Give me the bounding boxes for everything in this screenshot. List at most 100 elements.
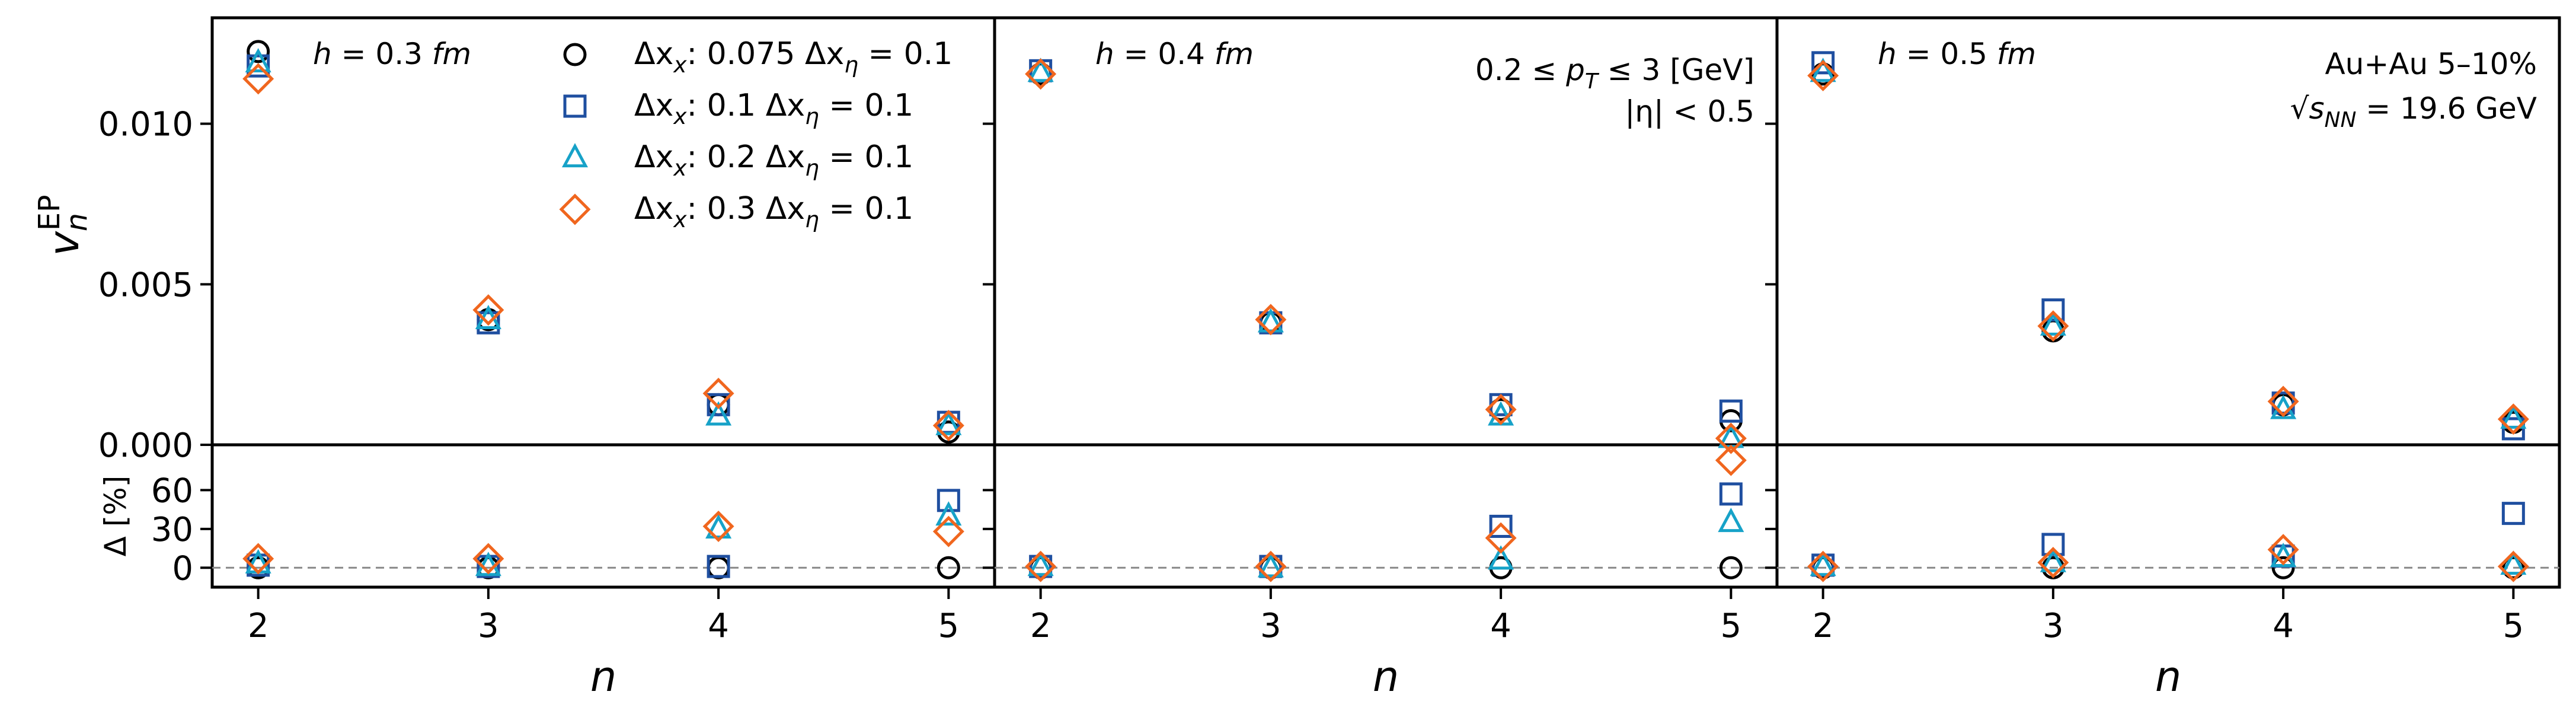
legend-label-square-part: Δx xyxy=(634,88,673,123)
panel-3-diamond-vn-point-n2 xyxy=(1807,59,1839,91)
top-ytick-label-0: 0.000 xyxy=(98,426,193,465)
panel-1-triangle-vn-point-n5 xyxy=(935,410,962,435)
panel-1-xtick-label-3: 5 xyxy=(938,607,960,645)
legend-label-diamond-part: = 0.1 xyxy=(819,191,913,227)
panel-1-label-part: fm xyxy=(432,37,471,71)
panel-3-label-part: = 0.5 xyxy=(1897,37,1997,71)
annotation-pt-range-part: ≤ 3 [GeV] xyxy=(1598,53,1754,87)
panel-3-xlabel: n xyxy=(2155,652,2181,701)
annotation-energy-part: = 19.6 GeV xyxy=(2356,91,2537,126)
panel-2-xtick-label-0: 2 xyxy=(1030,607,1052,645)
legend-label-circle-part: : 0.075 Δx xyxy=(687,36,845,72)
panel-2-diamond-vn-point-n2 xyxy=(1025,58,1057,90)
panel-1-square-vn-point-n4 xyxy=(707,393,730,416)
panel-frames xyxy=(200,16,2561,599)
bottom-ytick-label-2: 60 xyxy=(151,471,193,510)
panel-3-top-frame xyxy=(1775,16,2561,447)
panel-3-triangle-delta-point-n2 xyxy=(1810,552,1836,576)
annotation-pt-range: 0.2 ≤ pT ≤ 3 [GeV] xyxy=(1475,53,1754,94)
panel-3-xtick-label-1: 3 xyxy=(2043,607,2064,645)
bottom-ytick-label-1: 30 xyxy=(151,511,193,549)
top-ylabel: vnEP xyxy=(33,195,94,256)
panel-3-diamond-delta-point-n5 xyxy=(2497,550,2529,582)
panel-2-triangle-delta-point-n3 xyxy=(1257,553,1284,578)
panel-3-bottom-frame xyxy=(1775,443,2561,589)
panel-3-square-delta-point-n3 xyxy=(2041,533,2065,556)
panel-2-square-delta-point-n5 xyxy=(1719,482,1743,506)
panel-1-circle-delta-point-n5 xyxy=(937,556,960,579)
panel-1-xtick-label-1: 3 xyxy=(478,607,499,645)
legend-marker-triangle xyxy=(561,143,589,168)
legend-label-triangle: Δxx: 0.2 Δxη = 0.1 xyxy=(634,139,913,181)
annotation-system: Au+Au 5–10% xyxy=(2325,47,2537,81)
panel-1-square-vn-point-n3 xyxy=(477,311,500,334)
annotation-energy-part: NN xyxy=(2325,108,2357,132)
panel-1-circle-vn-point-n2 xyxy=(247,40,270,63)
legend-label-diamond-part: η xyxy=(805,206,819,232)
legend-label-square-part: = 0.1 xyxy=(819,88,913,123)
panel-2-triangle-vn-point-n3 xyxy=(1257,308,1284,333)
panel-3-square-vn-point-n3 xyxy=(2041,298,2065,322)
panel-3-triangle-vn-point-n2 xyxy=(1810,58,1836,82)
panel-1-diamond-vn-point-n5 xyxy=(932,410,964,442)
panel-2-triangle-vn-point-n2 xyxy=(1027,58,1054,82)
panel-3-label-part: h xyxy=(1878,37,1897,71)
bottom-ytick-label-0: 0 xyxy=(172,549,193,588)
panel-1-xtick-label-2: 4 xyxy=(708,607,729,645)
panel-1-triangle-vn-point-n4 xyxy=(705,401,732,426)
top-ylabel-main: v xyxy=(40,231,88,256)
panel-1-bottom-frame xyxy=(210,443,996,589)
legend-label-diamond-part: x xyxy=(673,206,687,232)
legend-label-square-part: x xyxy=(673,103,687,129)
panel-2-xtick-label-1: 3 xyxy=(1260,607,1281,645)
data-marks xyxy=(242,40,2529,582)
panel-1-square-delta-point-n4 xyxy=(707,555,730,578)
panel-1-top-frame xyxy=(210,16,996,447)
panel-2-xtick-label-3: 5 xyxy=(1721,607,1742,645)
top-ytick-label-2: 0.010 xyxy=(98,106,193,144)
annotation-pt-range-part: T xyxy=(1585,69,1600,94)
panel-2-diamond-delta-point-n3 xyxy=(1255,550,1287,582)
legend-label-diamond-part: : 0.3 Δx xyxy=(687,191,806,227)
annotation-energy-part: √ xyxy=(2290,91,2309,126)
panel-2-diamond-vn-point-n3 xyxy=(1255,304,1287,336)
panel-1-triangle-vn-point-n2 xyxy=(245,47,271,72)
panel-1-triangle-delta-point-n5 xyxy=(935,501,962,526)
annotation-eta-range: |η| < 0.5 xyxy=(1625,94,1754,129)
panel-2-diamond-vn-point-n4 xyxy=(1485,393,1517,425)
legend-label-triangle-part: x xyxy=(673,155,687,181)
panel-3-square-vn-point-n5 xyxy=(2501,417,2525,441)
panel-3-diamond-delta-point-n3 xyxy=(2037,547,2069,579)
legend-marker-circle xyxy=(563,43,587,66)
legend-label-triangle-part: η xyxy=(805,155,819,181)
panel-3-square-delta-point-n5 xyxy=(2501,502,2525,525)
panel-2-xlabel: n xyxy=(1373,652,1399,701)
panel-3-xtick-label-3: 5 xyxy=(2503,607,2524,645)
panel-2-triangle-delta-point-n2 xyxy=(1027,552,1054,576)
panel-3-triangle-delta-point-n4 xyxy=(2270,542,2297,568)
annotation-energy-part: s xyxy=(2309,91,2324,126)
panel-2-triangle-delta-point-n5 xyxy=(1718,508,1744,533)
bottom-ylabel: Δ [%] xyxy=(98,476,133,557)
panel-2-diamond-vn-point-n5 xyxy=(1715,422,1747,454)
legend-label-circle-part: x xyxy=(673,52,687,78)
legend-marker-square xyxy=(563,94,587,118)
panel-1-label: h = 0.3 fm xyxy=(313,37,471,71)
annotation-energy: √sNN = 19.6 GeV xyxy=(2290,91,2537,132)
panel-1-diamond-vn-point-n2 xyxy=(242,63,274,95)
panel-3-label: h = 0.5 fm xyxy=(1878,37,2036,71)
panel-2-xtick-label-2: 4 xyxy=(1490,607,1511,645)
panel-2-diamond-delta-point-n2 xyxy=(1025,550,1057,582)
panel-1-triangle-delta-point-n4 xyxy=(705,514,732,539)
panel-3-xtick-label-0: 2 xyxy=(1813,607,1834,645)
panel-3-diamond-delta-point-n2 xyxy=(1807,550,1839,582)
panel-2-square-vn-point-n5 xyxy=(1719,399,1743,423)
annotation-pt-range-part: p xyxy=(1565,53,1585,87)
panel-3-label-part: fm xyxy=(1997,37,2036,71)
panel-2-label-part: = 0.4 xyxy=(1114,37,1215,71)
panel-1-diamond-delta-point-n4 xyxy=(702,510,734,542)
top-ylabel-sup: EP xyxy=(33,195,66,231)
panel-2-label-part: fm xyxy=(1215,37,1254,71)
panel-1-diamond-delta-point-n2 xyxy=(242,543,274,575)
